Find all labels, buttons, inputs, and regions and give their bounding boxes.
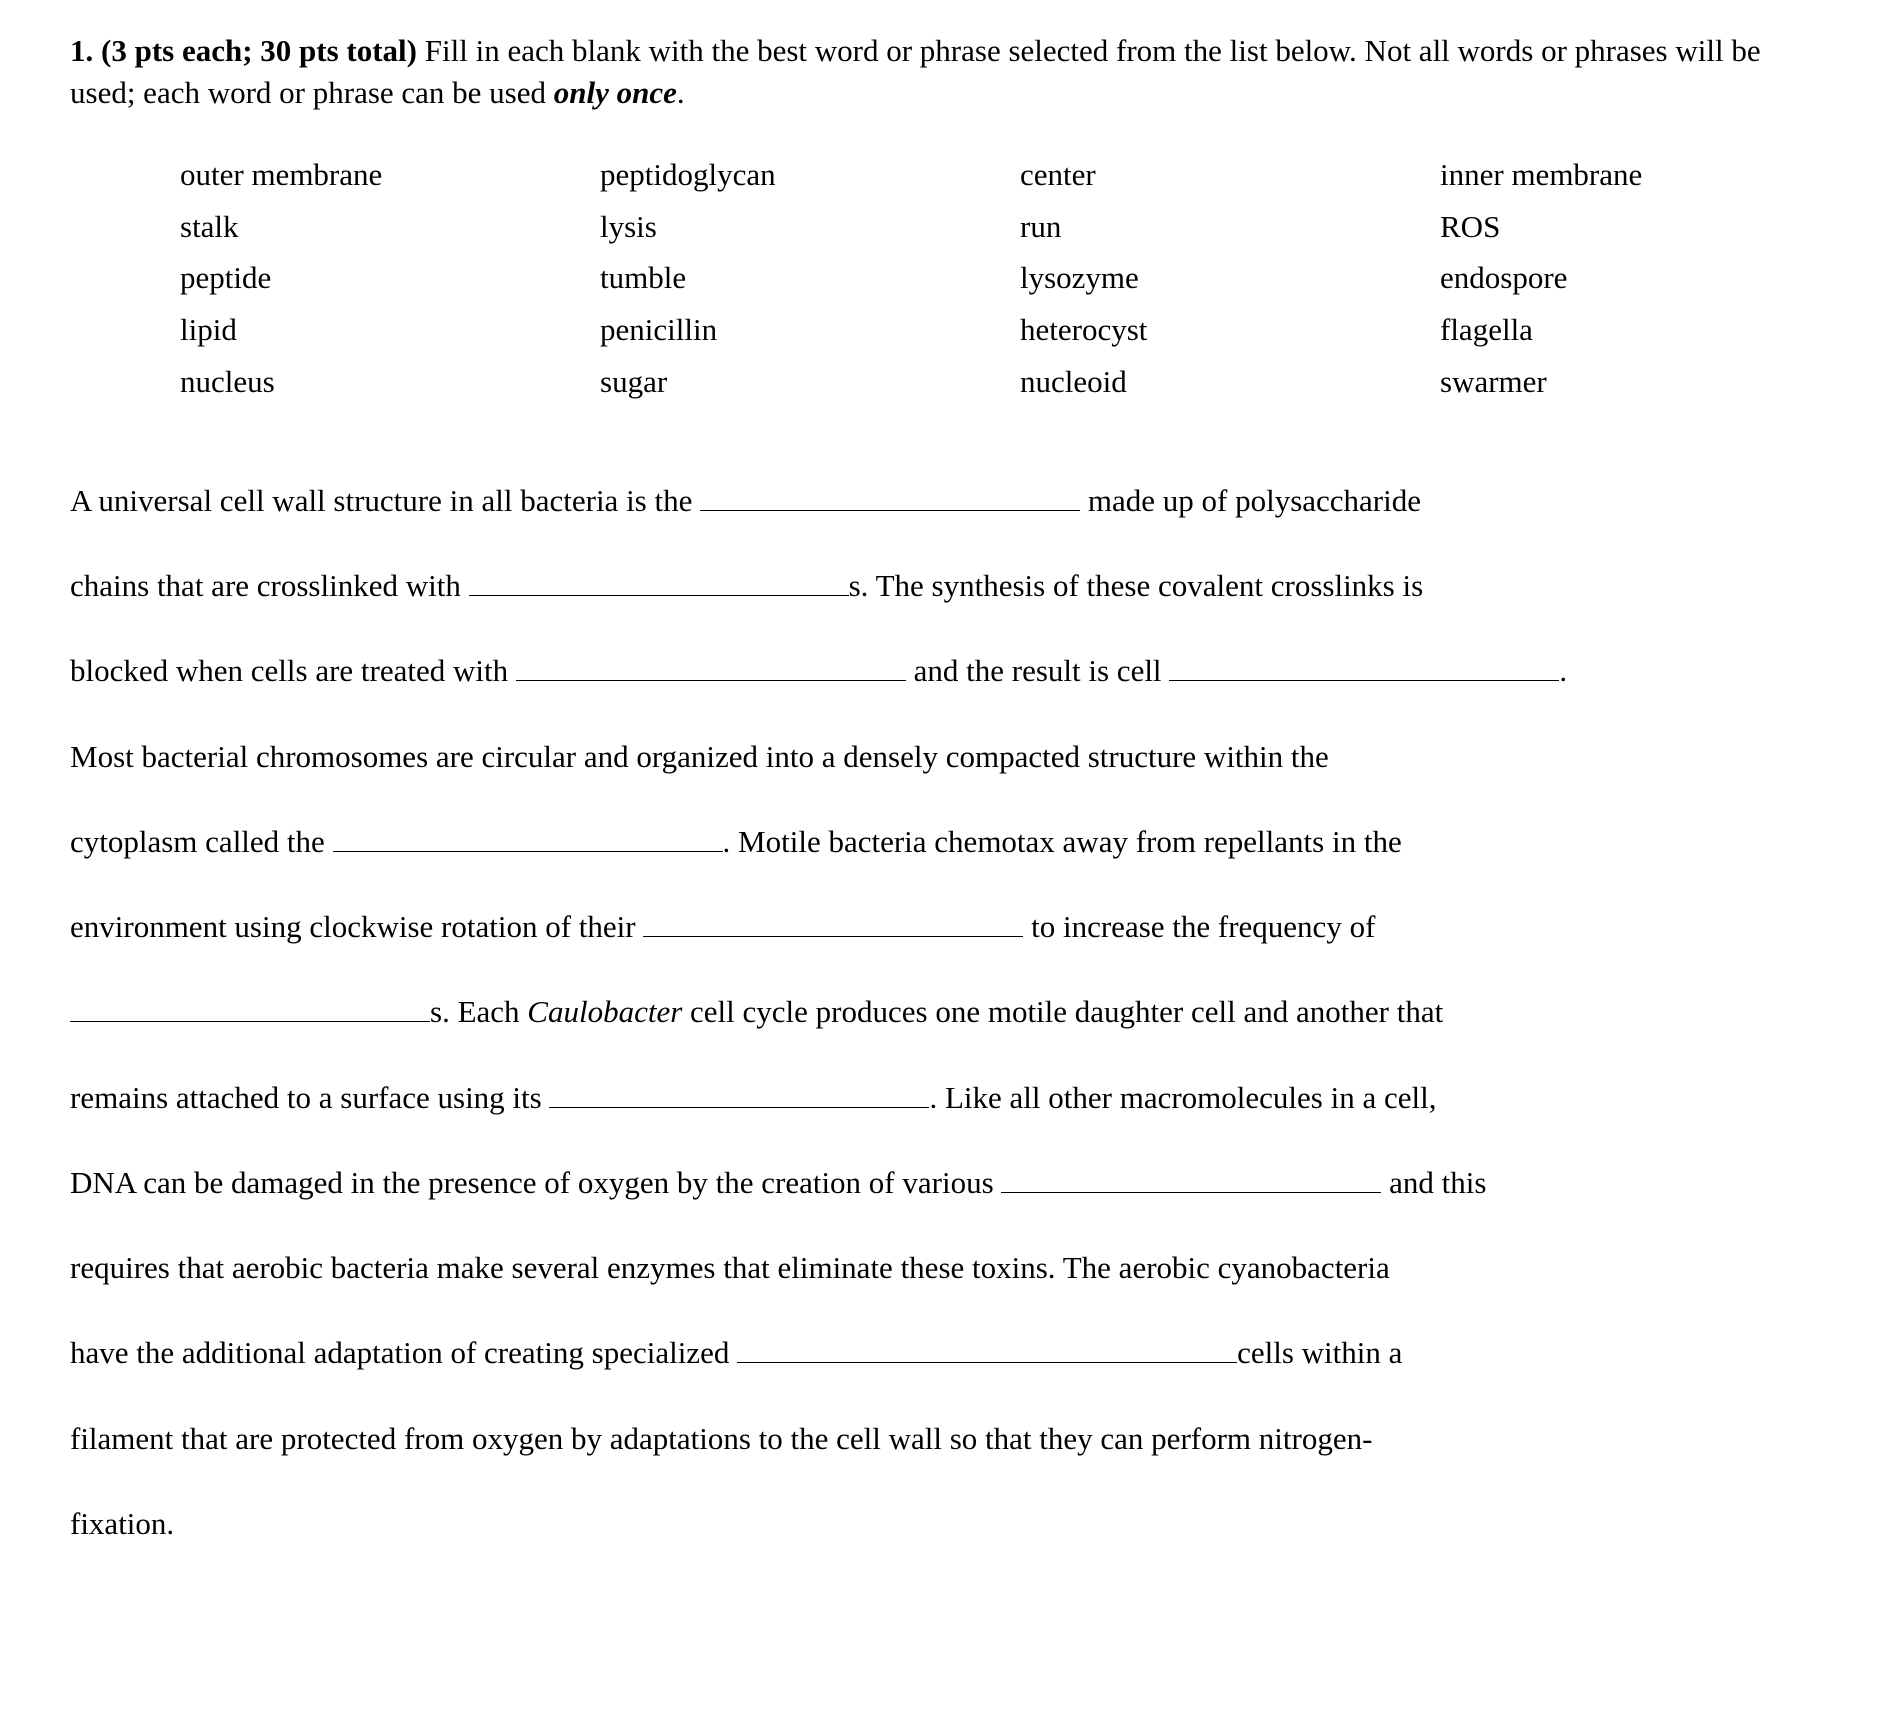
wordbank-item: swarmer [1440,361,1818,403]
passage-text: s. Each [430,994,527,1029]
wordbank-item: tumble [600,257,1020,299]
passage-text: . Like all other macromolecules in a cel… [929,1080,1436,1115]
wordbank-item: center [1020,154,1440,196]
instruction-emphasis: only once [554,75,677,110]
passage-text: . Motile bacteria chemotax away from rep… [723,824,1402,859]
blank-6[interactable] [643,904,1023,938]
blank-4[interactable] [1169,648,1559,682]
passage-text: requires that aerobic bacteria make seve… [70,1250,1390,1285]
passage-text: environment using clockwise rotation of … [70,909,643,944]
passage-text: s. The synthesis of these covalent cross… [849,568,1424,603]
fill-in-passage: A universal cell wall structure in all b… [70,458,1818,1566]
blank-7[interactable] [70,989,430,1023]
passage-text: cytoplasm called the [70,824,333,859]
wordbank-item: stalk [180,206,600,248]
question-number-points: 1. (3 pts each; 30 pts total) [70,33,425,68]
passage-text: Most bacterial chromosomes are circular … [70,739,1329,774]
blank-9[interactable] [1001,1159,1381,1193]
question-instructions: 1. (3 pts each; 30 pts total) Fill in ea… [70,30,1818,114]
passage-text: made up of polysaccharide [1080,483,1421,518]
wordbank-item: nucleoid [1020,361,1440,403]
wordbank-item: inner membrane [1440,154,1818,196]
wordbank-item: lysis [600,206,1020,248]
blank-2[interactable] [469,563,849,597]
wordbank-item: penicillin [600,309,1020,351]
genus-name: Caulobacter [527,994,682,1029]
passage-text: cell cycle produces one motile daughter … [682,994,1443,1029]
passage-text: have the additional adaptation of creati… [70,1335,737,1370]
wordbank-item: lysozyme [1020,257,1440,299]
wordbank-item: lipid [180,309,600,351]
wordbank-item: sugar [600,361,1020,403]
passage-text: A universal cell wall structure in all b… [70,483,700,518]
wordbank-item: heterocyst [1020,309,1440,351]
blank-1[interactable] [700,477,1080,511]
wordbank-item: run [1020,206,1440,248]
wordbank-item: outer membrane [180,154,600,196]
wordbank-item: peptidoglycan [600,154,1020,196]
passage-text: filament that are protected from oxygen … [70,1421,1372,1456]
passage-text: and the result is cell [906,653,1169,688]
word-bank: outer membrane peptidoglycan center inne… [180,154,1818,403]
blank-5[interactable] [333,818,723,852]
instruction-text-after: . [677,75,685,110]
blank-10[interactable] [737,1330,1237,1364]
wordbank-item: ROS [1440,206,1818,248]
blank-3[interactable] [516,648,906,682]
passage-text: . [1559,653,1567,688]
wordbank-item: peptide [180,257,600,299]
passage-text: to increase the frequency of [1023,909,1375,944]
passage-text: fixation. [70,1506,174,1541]
passage-text: cells within a [1237,1335,1402,1370]
passage-text: DNA can be damaged in the presence of ox… [70,1165,1001,1200]
wordbank-item: flagella [1440,309,1818,351]
passage-text: chains that are crosslinked with [70,568,469,603]
wordbank-item: endospore [1440,257,1818,299]
passage-text: blocked when cells are treated with [70,653,516,688]
blank-8[interactable] [549,1074,929,1108]
exam-page: 1. (3 pts each; 30 pts total) Fill in ea… [0,0,1888,1626]
passage-text: remains attached to a surface using its [70,1080,549,1115]
passage-text: and this [1381,1165,1486,1200]
wordbank-item: nucleus [180,361,600,403]
